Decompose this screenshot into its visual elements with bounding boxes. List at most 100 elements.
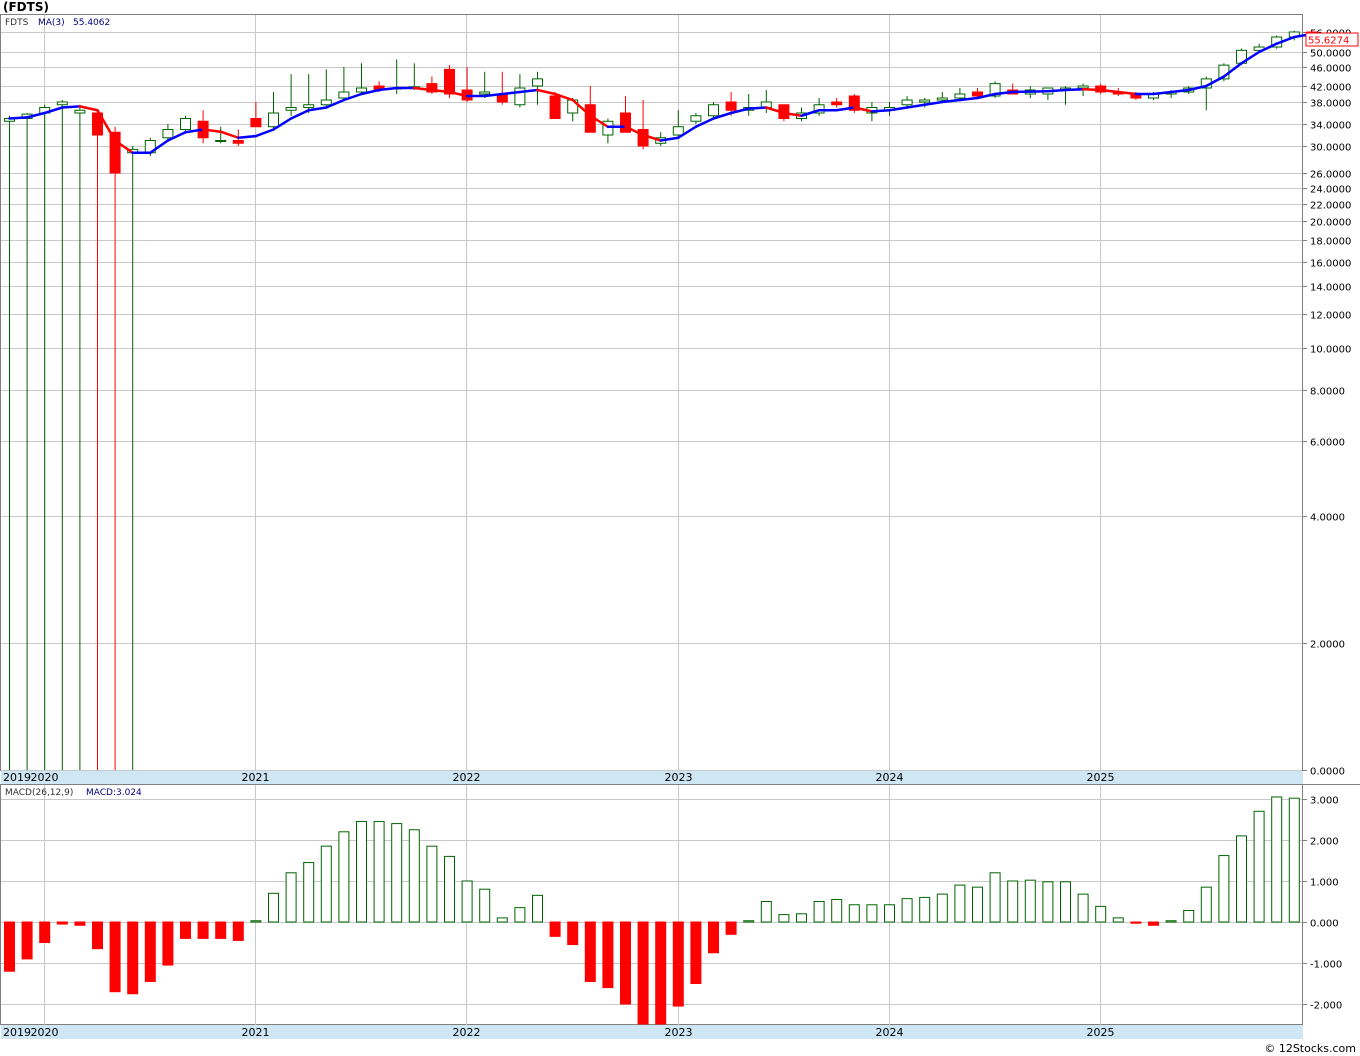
ma-segment: [8, 116, 29, 120]
macd-bar: [602, 921, 614, 989]
ma-segment: [589, 114, 610, 128]
price-y-tick-label: 2.0000: [1310, 640, 1345, 651]
macd-bar: [197, 921, 209, 939]
candle-body: [109, 131, 121, 174]
macd-bar: [391, 823, 403, 923]
candle: [602, 118, 614, 144]
ma-segment: [501, 90, 522, 96]
candle-body: [936, 97, 948, 101]
ma-segment: [219, 130, 240, 139]
ma-segment: [166, 131, 187, 142]
macd-bar: [1112, 917, 1124, 923]
year-label: 2021: [242, 1026, 270, 1039]
candle-body: [919, 99, 931, 103]
macd-bar: [250, 920, 262, 923]
macd-bar: [743, 920, 755, 923]
ma-segment: [941, 98, 962, 104]
price-y-axis: 0.0000 2.0000 4.0000 6.0000 8.0000 10.0000 12.…: [1302, 29, 1351, 778]
candle: [532, 71, 543, 105]
macd-bar: [901, 898, 913, 923]
ma-segment: [307, 106, 328, 112]
candle-body: [250, 118, 262, 128]
candle: [338, 67, 350, 100]
candle-body: [356, 87, 367, 93]
candle: [936, 92, 948, 102]
candle: [162, 124, 174, 141]
price-y-tick-label: 16.0000: [1310, 259, 1351, 270]
price-y-tick-label: 20.0000: [1310, 218, 1351, 229]
macd-bar: [549, 921, 561, 937]
year-label: 2021: [242, 771, 270, 784]
ma-segment: [1187, 84, 1208, 92]
ma-segment: [1169, 88, 1190, 94]
price-grid: [1, 15, 1302, 771]
ma-segment: [1275, 35, 1296, 45]
candle: [180, 115, 191, 133]
macd-bar: [1095, 905, 1107, 923]
candle-body: [426, 83, 438, 93]
ma-segment: [624, 125, 645, 137]
ma-segment: [641, 133, 662, 142]
candle-body: [232, 140, 244, 144]
candle: [215, 126, 227, 144]
candle: [672, 110, 684, 138]
candle: [109, 126, 121, 770]
macd-bar: [1253, 810, 1265, 923]
macd-bar: [1148, 921, 1159, 926]
candle-body: [672, 126, 684, 136]
candle: [303, 74, 315, 113]
price-y-tick-label: 22.0000: [1310, 201, 1351, 212]
candle-body: [320, 99, 332, 106]
ma-segment: [729, 107, 750, 115]
ma-segment: [976, 92, 997, 100]
macd-bar: [356, 821, 367, 923]
ma-segment: [1205, 75, 1226, 88]
macd-bar: [144, 921, 156, 982]
macd-x-axis: 2019 2020 2021 2022 2023 2024 2025: [3, 1026, 1115, 1039]
macd-value-label: MACD:3.024: [86, 788, 142, 798]
price-x-axis-band: [1, 770, 1303, 784]
last-price-box: [1305, 32, 1359, 47]
macd-y-tick-label: 3.000: [1310, 796, 1339, 807]
candle-body: [602, 120, 614, 136]
macd-bar: [320, 845, 332, 923]
year-label: 2020: [31, 1026, 59, 1039]
macd-x-axis-band: [1, 1025, 1303, 1039]
year-label: 2024: [876, 1026, 904, 1039]
ma-segment: [765, 106, 786, 115]
ma-segment: [853, 106, 874, 113]
macd-bar: [655, 921, 667, 1025]
year-label: 2022: [453, 771, 481, 784]
ma-segment: [870, 109, 891, 113]
candle-body: [514, 87, 526, 106]
macd-bar: [21, 921, 33, 960]
price-y-tick-label: 50.0000: [1310, 49, 1351, 60]
macd-bar: [1200, 886, 1212, 923]
ma-segment: [342, 92, 363, 102]
macd-bar: [1024, 879, 1036, 923]
candle-body: [848, 95, 860, 111]
symbol-label: FDTS: [5, 18, 29, 28]
ma-segment: [448, 90, 469, 98]
ma-segment: [1117, 90, 1138, 96]
ma-segment: [1222, 62, 1243, 78]
candle: [250, 102, 262, 128]
ma-segment: [61, 105, 82, 109]
price-y-tick-label: 38.0000: [1310, 99, 1351, 110]
ma-segment: [1046, 88, 1067, 93]
price-panel-frame: [0, 14, 1303, 771]
macd-bar: [444, 855, 455, 923]
candle: [356, 63, 367, 94]
year-label: 2025: [1087, 771, 1115, 784]
macd-bar: [936, 893, 948, 923]
macd-y-tick-label: -2.000: [1310, 1001, 1342, 1012]
macd-panel-frame: [0, 784, 1303, 1025]
macd-bar-series: [4, 796, 1300, 1025]
macd-bar: [1060, 881, 1071, 923]
macd-bar: [285, 872, 297, 923]
ma-segment: [958, 96, 979, 102]
macd-bar: [39, 921, 51, 943]
ma-segment: [377, 86, 398, 92]
macd-bar: [408, 829, 420, 923]
macd-bar: [1042, 881, 1054, 923]
